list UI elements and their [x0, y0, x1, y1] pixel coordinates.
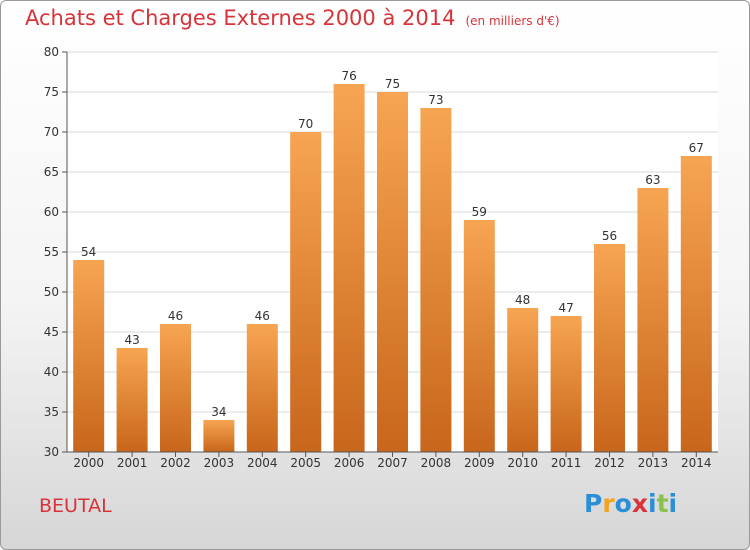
- x-tick-label: 2001: [117, 456, 148, 470]
- chart-subtitle: (en milliers d'€): [465, 14, 560, 28]
- bar-2002: [160, 324, 191, 452]
- data-label: 59: [472, 205, 487, 219]
- x-tick-label: 2003: [204, 456, 235, 470]
- proxiti-logo: Proxiti: [584, 489, 677, 518]
- commune-name: BEUTAL: [39, 495, 112, 517]
- bars: [73, 84, 712, 452]
- bar-2006: [333, 84, 365, 452]
- data-label: 46: [168, 309, 183, 323]
- data-label: 56: [602, 229, 617, 243]
- bar-2005: [290, 132, 322, 452]
- y-tick-label: 35: [44, 405, 59, 419]
- data-label: 54: [81, 245, 96, 259]
- logo-letter: r: [602, 489, 615, 518]
- data-label: 48: [515, 293, 530, 307]
- x-tick-label: 2010: [507, 456, 538, 470]
- logo-letter: x: [631, 489, 648, 518]
- logo-letter: i: [668, 489, 678, 518]
- y-tick-label: 55: [44, 245, 59, 259]
- data-label: 46: [255, 309, 270, 323]
- bar-2012: [594, 244, 625, 452]
- bar-2013: [637, 188, 669, 452]
- axes: 30 35 40 45 50 55 60 65 70 75 80 2000 2001 2002 2003 20…: [44, 45, 718, 470]
- x-tick-label: 2005: [290, 456, 321, 470]
- logo-letter: t: [656, 489, 669, 518]
- x-tick-label: 2007: [377, 456, 408, 470]
- data-label: 67: [689, 141, 704, 155]
- data-label: 73: [428, 93, 443, 107]
- data-label: 70: [298, 117, 313, 131]
- y-tick-label: 50: [44, 285, 59, 299]
- x-tick-label: 2002: [160, 456, 191, 470]
- bar-2009: [463, 220, 495, 452]
- y-tick-label: 65: [44, 165, 59, 179]
- bar-2001: [116, 348, 148, 452]
- y-tick-label: 75: [44, 85, 59, 99]
- x-tick-label: 2006: [334, 456, 365, 470]
- chart-title-text: Achats et Charges Externes 2000 à 2014: [25, 6, 456, 30]
- y-tick-label: 80: [44, 45, 59, 59]
- y-tick-label: 70: [44, 125, 59, 139]
- x-tick-label: 2012: [594, 456, 625, 470]
- data-label: 43: [124, 333, 139, 347]
- logo-letter: o: [614, 489, 632, 518]
- data-labels: 54 43 46 34 46 70 76 75 73 59 48 47 56 63 67: [81, 69, 704, 419]
- data-label: 75: [385, 77, 400, 91]
- bar-2014: [680, 156, 712, 452]
- bar-2003: [203, 420, 235, 452]
- chart-title: Achats et Charges Externes 2000 à 2014 (e…: [25, 6, 560, 30]
- x-tick-label: 2004: [247, 456, 278, 470]
- y-tick-label: 60: [44, 205, 59, 219]
- x-tick-label: 2000: [73, 456, 104, 470]
- x-tick-label: 2008: [421, 456, 452, 470]
- bar-2008: [420, 108, 452, 452]
- data-label: 47: [558, 301, 573, 315]
- y-tick-label: 45: [44, 325, 59, 339]
- x-tick-label: 2009: [464, 456, 495, 470]
- data-label: 76: [341, 69, 356, 83]
- bar-2011: [550, 316, 582, 452]
- x-tick-label: 2014: [681, 456, 712, 470]
- y-tick-label: 30: [44, 445, 59, 459]
- bar-2004: [246, 324, 278, 452]
- bar-2010: [507, 308, 539, 452]
- y-tick-label: 40: [44, 365, 59, 379]
- data-label: 34: [211, 405, 226, 419]
- data-label: 63: [645, 173, 660, 187]
- logo-letter: P: [584, 489, 603, 518]
- x-tick-label: 2011: [551, 456, 582, 470]
- x-tick-label: 2013: [638, 456, 669, 470]
- bar-2007: [377, 92, 408, 452]
- logo-letter: i: [648, 489, 657, 518]
- bar-2000: [73, 260, 105, 452]
